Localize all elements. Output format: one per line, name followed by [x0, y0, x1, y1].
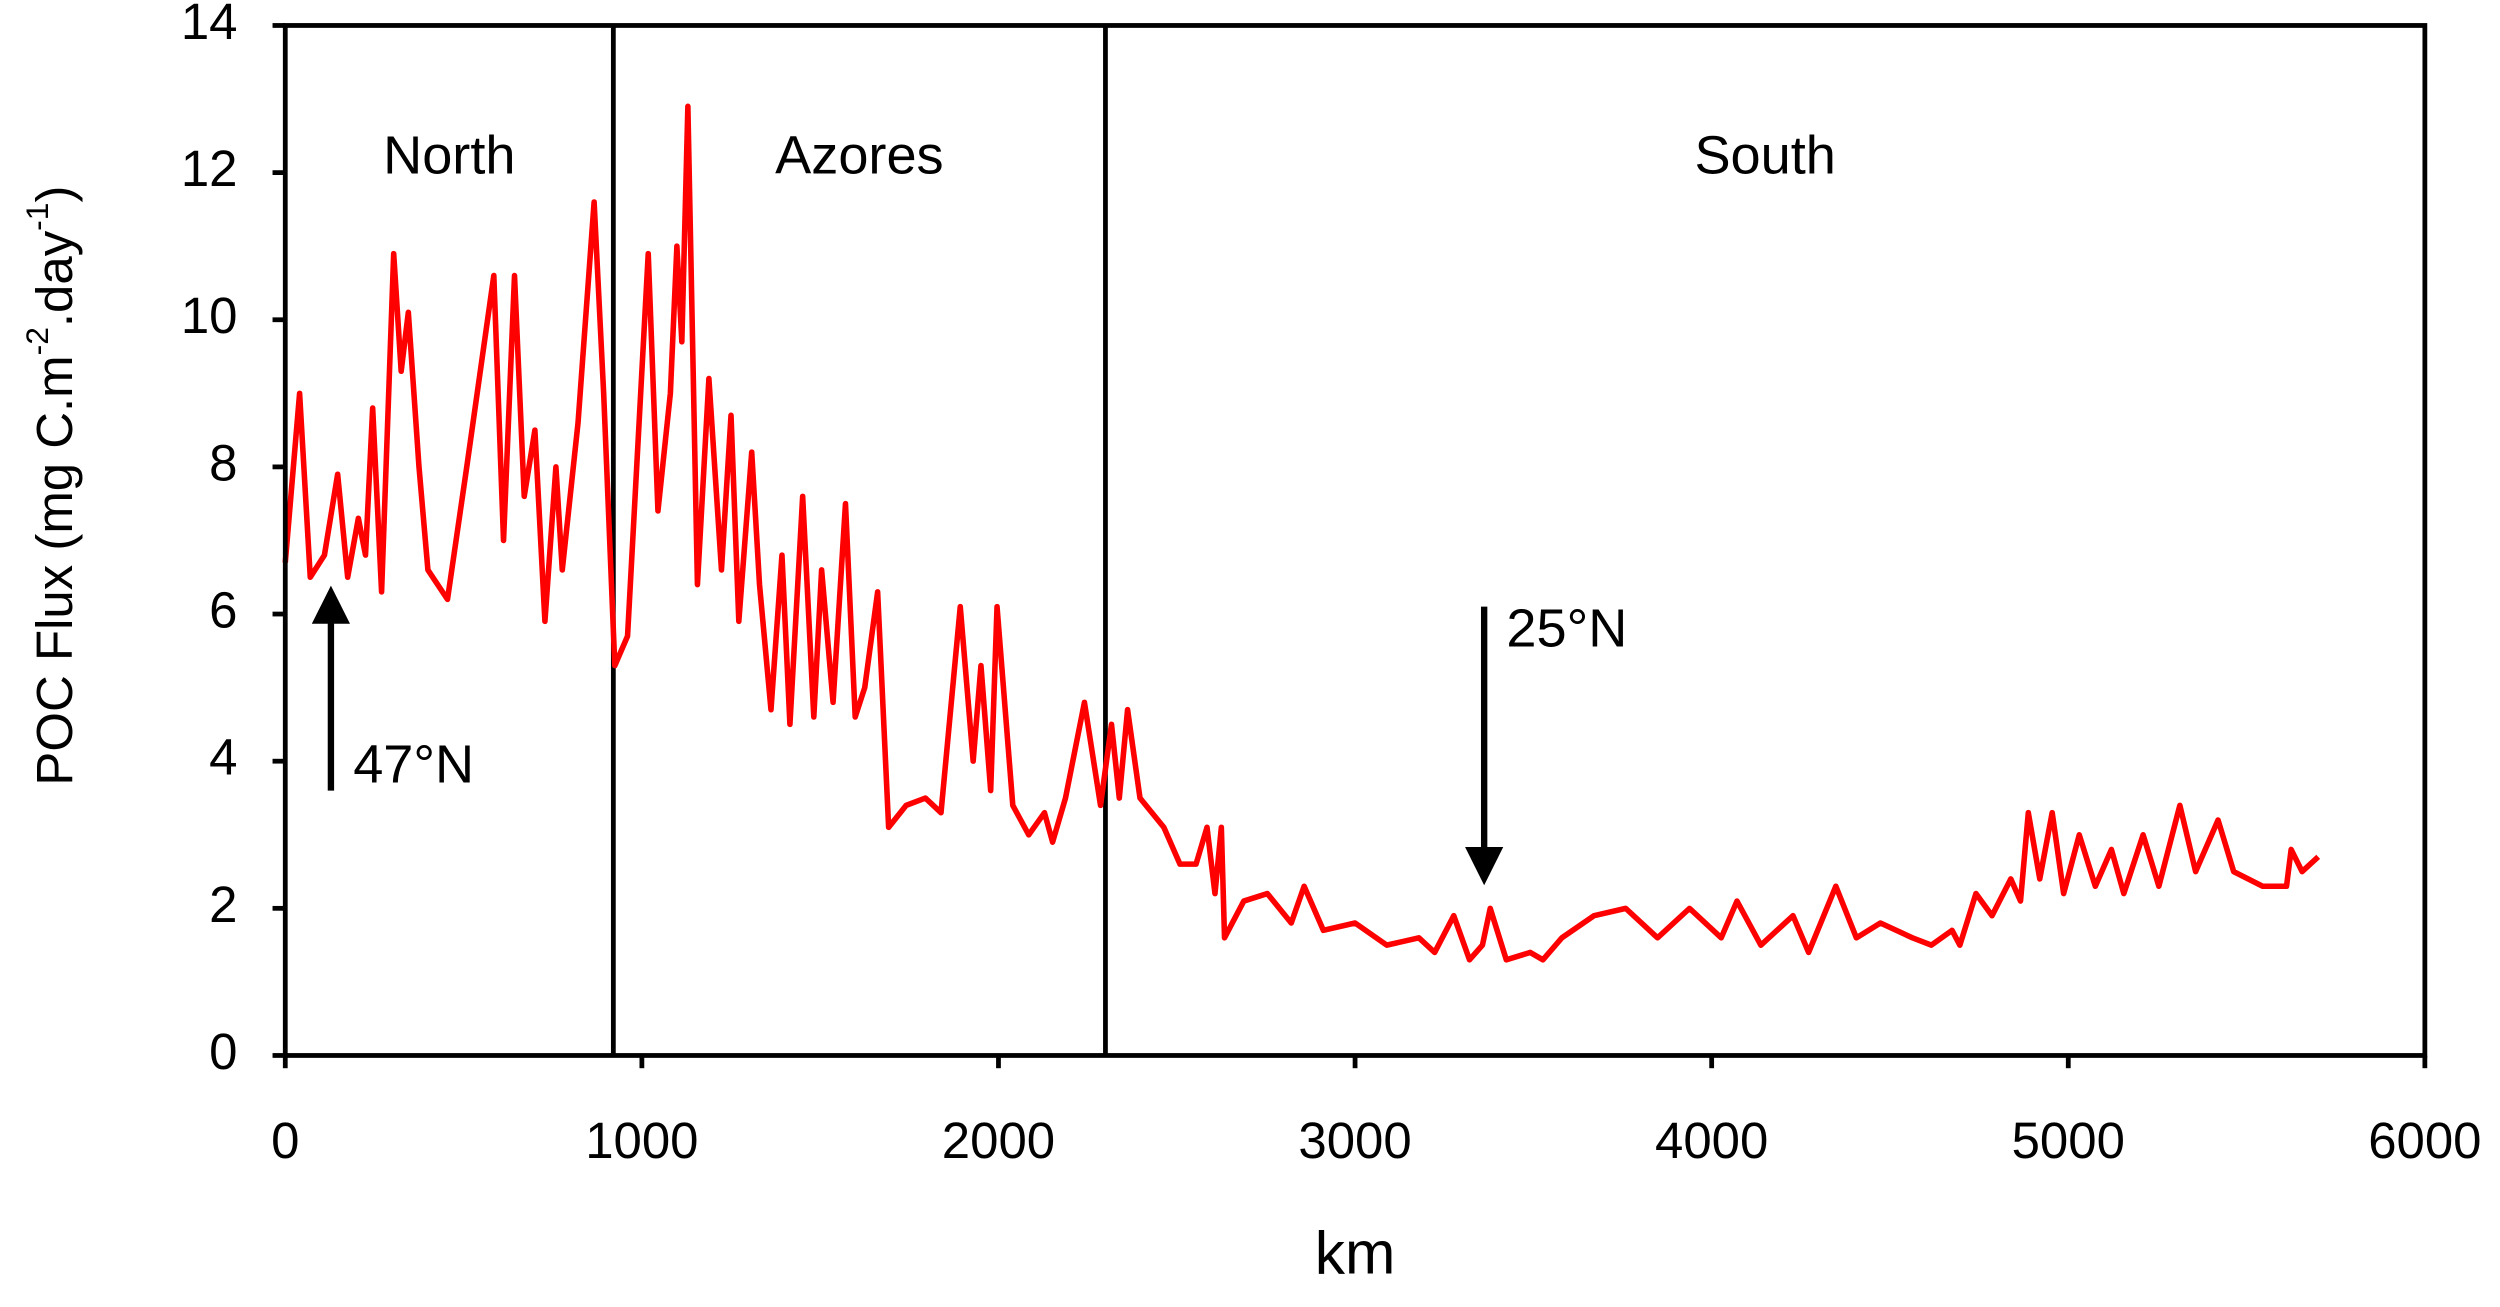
y-tick-label: 6	[209, 581, 237, 638]
y-label-superscript: -1	[20, 202, 56, 230]
x-tick-label: 0	[271, 1112, 299, 1169]
y-label-part: )	[27, 186, 84, 203]
y-tick-label: 10	[181, 287, 238, 344]
region-label: North	[383, 125, 515, 185]
y-axis-label: POC Flux (mg C.m-2.day-1)	[20, 186, 84, 786]
y-tick-label: 14	[181, 0, 238, 50]
region-label: South	[1694, 125, 1835, 185]
annotation-label: 25°N	[1506, 598, 1627, 658]
x-tick-label: 3000	[1298, 1112, 1411, 1169]
x-axis-label: km	[1315, 1219, 1396, 1287]
y-label-superscript: -2	[20, 327, 56, 355]
y-tick-label: 0	[209, 1023, 237, 1080]
y-label-part: .day	[27, 230, 84, 327]
x-tick-label: 2000	[942, 1112, 1055, 1169]
region-label: Azores	[775, 125, 943, 185]
y-tick-label: 8	[209, 434, 237, 491]
data-line	[282, 103, 2321, 963]
y-tick-label: 12	[181, 140, 238, 197]
y-label-part: POC Flux (mg C.m	[27, 355, 84, 785]
y-tick-label: 4	[209, 729, 237, 786]
x-tick-label: 4000	[1655, 1112, 1768, 1169]
x-tick-label: 1000	[585, 1112, 698, 1169]
y-tick-label: 2	[209, 876, 237, 933]
plot-frame	[282, 23, 2428, 1058]
annotation-label: 47°N	[353, 735, 474, 795]
x-tick-label: 5000	[2012, 1112, 2125, 1169]
x-tick-label: 6000	[2368, 1112, 2481, 1169]
